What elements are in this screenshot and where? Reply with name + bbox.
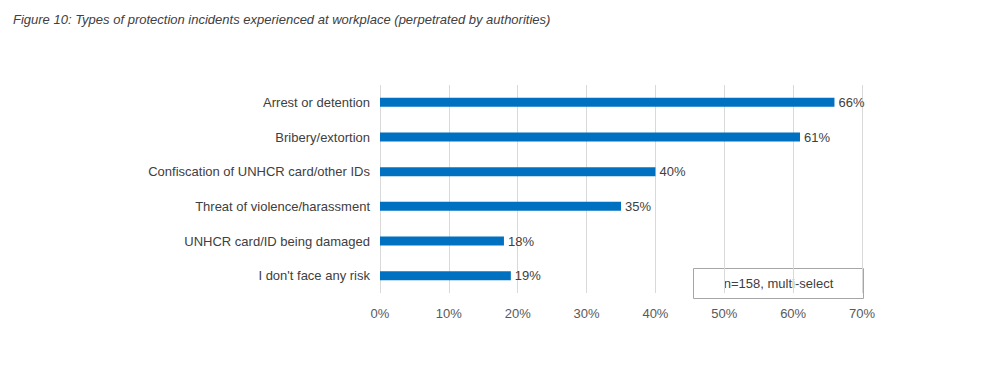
svg-text:Threat of violence/harassment: Threat of violence/harassment xyxy=(195,199,370,214)
svg-text:40%: 40% xyxy=(642,306,668,321)
svg-text:60%: 60% xyxy=(780,306,806,321)
svg-text:70%: 70% xyxy=(849,306,875,321)
svg-text:61%: 61% xyxy=(804,130,830,145)
svg-text:18%: 18% xyxy=(508,234,534,249)
svg-text:40%: 40% xyxy=(659,164,685,179)
svg-text:0%: 0% xyxy=(371,306,390,321)
svg-text:Figure 10: Types of protection: Figure 10: Types of protection incidents… xyxy=(13,12,550,27)
svg-text:Arrest or detention: Arrest or detention xyxy=(263,95,370,110)
svg-text:20%: 20% xyxy=(505,306,531,321)
svg-text:n=158, multi-select: n=158, multi-select xyxy=(724,276,834,291)
svg-text:35%: 35% xyxy=(625,199,651,214)
svg-text:66%: 66% xyxy=(838,95,864,110)
svg-text:50%: 50% xyxy=(711,306,737,321)
svg-text:I don't face any risk: I don't face any risk xyxy=(258,268,370,283)
svg-text:Bribery/extortion: Bribery/extortion xyxy=(275,130,370,145)
svg-text:30%: 30% xyxy=(574,306,600,321)
svg-text:10%: 10% xyxy=(436,306,462,321)
svg-text:Confiscation of UNHCR card/oth: Confiscation of UNHCR card/other IDs xyxy=(148,164,370,179)
svg-text:UNHCR card/ID being damaged: UNHCR card/ID being damaged xyxy=(184,234,370,249)
svg-text:19%: 19% xyxy=(515,268,541,283)
